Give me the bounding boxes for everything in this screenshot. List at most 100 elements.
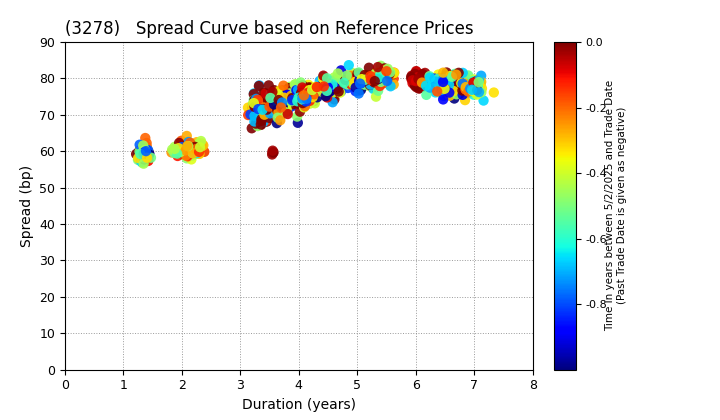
Point	[331, 86, 343, 92]
Point	[410, 78, 422, 84]
Point	[271, 98, 282, 105]
Point	[325, 81, 337, 88]
Point	[346, 69, 358, 76]
Point	[356, 76, 367, 82]
Point	[431, 79, 442, 85]
Point	[472, 83, 484, 89]
Point	[323, 81, 335, 88]
Point	[140, 150, 152, 157]
Point	[257, 106, 269, 113]
Point	[416, 79, 428, 86]
Point	[184, 143, 196, 150]
Point	[467, 83, 478, 90]
Point	[256, 119, 268, 126]
Point	[278, 93, 289, 100]
Point	[138, 155, 149, 162]
Point	[320, 84, 331, 91]
Point	[197, 142, 209, 149]
Point	[292, 92, 303, 98]
Point	[308, 91, 320, 98]
Point	[459, 81, 471, 88]
Point	[280, 101, 292, 108]
Point	[191, 150, 202, 157]
Point	[255, 106, 266, 113]
Point	[284, 99, 295, 106]
Point	[453, 69, 464, 76]
Point	[363, 72, 374, 79]
Point	[469, 79, 481, 86]
Point	[311, 84, 323, 90]
Point	[329, 80, 341, 87]
Point	[424, 84, 436, 91]
Point	[136, 150, 148, 157]
Point	[133, 155, 145, 162]
Point	[375, 63, 387, 69]
Point	[299, 95, 310, 102]
Point	[301, 92, 312, 98]
Point	[251, 108, 263, 114]
Point	[472, 81, 483, 88]
Point	[302, 90, 314, 97]
Point	[365, 76, 377, 83]
Point	[363, 79, 374, 85]
Point	[135, 150, 146, 156]
Point	[258, 100, 270, 106]
Point	[258, 118, 269, 125]
Point	[176, 147, 188, 153]
Point	[414, 85, 426, 92]
Point	[174, 139, 185, 146]
Point	[457, 76, 469, 83]
Point	[450, 79, 462, 85]
Point	[300, 97, 312, 103]
Point	[357, 79, 369, 85]
Point	[473, 76, 485, 83]
Point	[297, 97, 309, 103]
Point	[140, 148, 152, 155]
Point	[296, 96, 307, 102]
Point	[143, 156, 154, 163]
Point	[428, 75, 440, 82]
Point	[174, 149, 186, 155]
Point	[264, 110, 276, 117]
Point	[267, 150, 279, 156]
Point	[351, 74, 362, 81]
Point	[318, 90, 329, 97]
Point	[282, 90, 294, 97]
Point	[329, 92, 341, 98]
Point	[435, 80, 446, 87]
Point	[419, 70, 431, 76]
Point	[405, 74, 417, 81]
Point	[143, 150, 155, 157]
Point	[438, 79, 450, 85]
Point	[274, 107, 286, 114]
Point	[438, 86, 450, 92]
Point	[333, 74, 344, 81]
Point	[132, 150, 144, 156]
Point	[413, 76, 424, 82]
Point	[430, 78, 441, 85]
Point	[341, 72, 352, 79]
Point	[267, 147, 279, 154]
Point	[444, 76, 455, 82]
Point	[444, 89, 455, 96]
Point	[170, 146, 181, 152]
Point	[325, 88, 336, 94]
Point	[252, 112, 264, 118]
Point	[364, 81, 376, 88]
Point	[436, 75, 447, 82]
Point	[448, 72, 459, 79]
Point	[436, 87, 448, 94]
Point	[258, 99, 270, 106]
Point	[252, 100, 264, 107]
Point	[326, 90, 338, 97]
Point	[330, 87, 342, 93]
Point	[288, 96, 300, 103]
Point	[298, 104, 310, 111]
Point	[418, 79, 429, 85]
Point	[354, 73, 366, 79]
Point	[354, 77, 366, 84]
Point	[410, 68, 422, 74]
Point	[257, 107, 269, 113]
Point	[354, 78, 365, 84]
Point	[189, 144, 201, 150]
